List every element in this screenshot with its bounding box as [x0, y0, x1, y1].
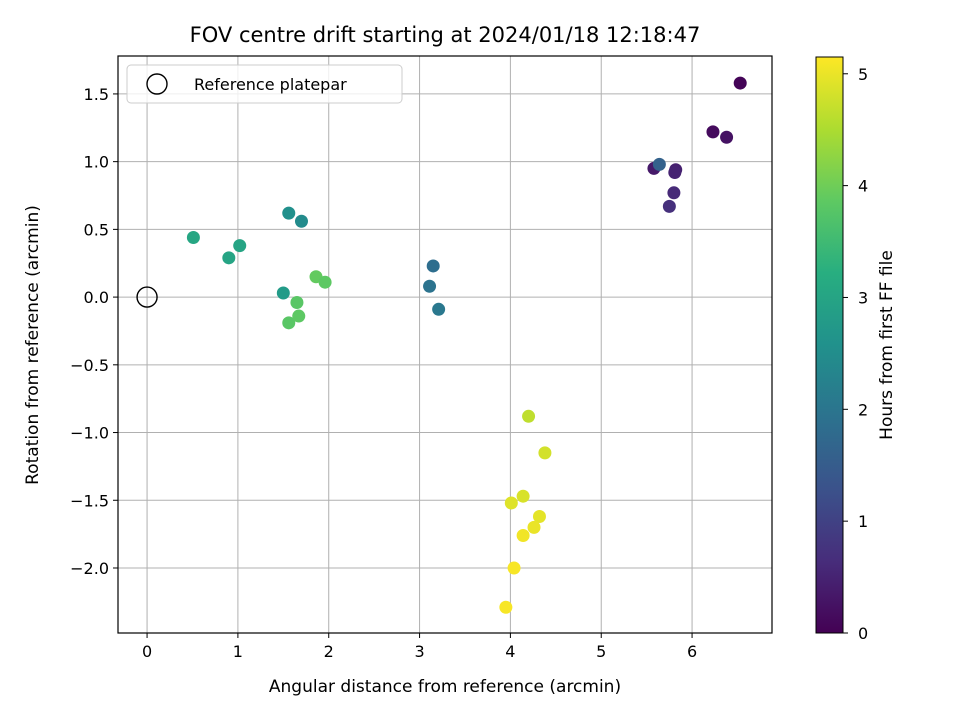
y-tick-label: 1.0: [84, 153, 109, 172]
x-tick-label: 0: [142, 642, 152, 661]
data-point: [423, 279, 437, 293]
data-point: [516, 528, 530, 542]
colorbar-tick-label: 1: [858, 512, 868, 531]
y-tick-label: 0.0: [84, 288, 109, 307]
data-point: [507, 561, 521, 575]
legend-box: [126, 64, 403, 104]
data-point: [706, 125, 720, 139]
data-point: [233, 239, 247, 253]
y-tick-label: −1.0: [70, 424, 109, 443]
data-point: [538, 446, 552, 460]
data-point: [186, 230, 200, 244]
data-point: [276, 286, 290, 300]
x-tick-label: 2: [324, 642, 334, 661]
data-point: [720, 130, 734, 144]
reference-marker-group: [136, 286, 158, 308]
x-tick-label: 4: [505, 642, 515, 661]
data-point: [499, 600, 513, 614]
reference-point-marker: [136, 286, 158, 308]
y-tick-label: −1.5: [70, 491, 109, 510]
x-tick-label: 6: [687, 642, 697, 661]
x-axis-label: Angular distance from reference (arcmin): [269, 677, 621, 697]
colorbar-label: Hours from first FF file: [877, 250, 897, 440]
data-point: [318, 275, 332, 289]
y-tick-label: 1.5: [84, 85, 109, 104]
colorbar-ticks: 0 1 2 3 4 5: [843, 65, 868, 643]
x-axis: 0 1 2 3 4 5 6: [142, 633, 697, 661]
colorbar: 0 1 2 3 4 5 Hours from first FF file: [815, 56, 897, 643]
colorbar-tick-label: 2: [858, 400, 868, 419]
data-point: [290, 296, 304, 310]
plot-frame: [117, 55, 773, 634]
data-points: [186, 76, 747, 614]
y-axis: −2.0 −1.5 −1.0 −0.5 0.0 0.5 1.0 1.5: [70, 85, 118, 578]
data-point: [522, 409, 536, 423]
x-tick-label: 1: [233, 642, 243, 661]
x-tick-label: 3: [414, 642, 424, 661]
colorbar-tick-label: 3: [858, 288, 868, 307]
data-point: [432, 302, 446, 316]
data-point: [532, 510, 546, 524]
colorbar-gradient: [815, 56, 844, 634]
colorbar-tick-label: 0: [858, 624, 868, 643]
data-point: [504, 496, 518, 510]
data-point: [516, 489, 530, 503]
data-point: [282, 206, 296, 220]
data-point: [292, 309, 306, 323]
x-tick-label: 5: [596, 642, 606, 661]
y-tick-label: 0.5: [84, 220, 109, 239]
y-axis-label: Rotation from reference (arcmin): [23, 205, 43, 485]
data-point: [667, 186, 681, 200]
legend: Reference platepar: [126, 64, 403, 104]
chart-title: FOV centre drift starting at 2024/01/18 …: [190, 23, 701, 47]
data-point: [652, 157, 666, 171]
colorbar-tick-label: 5: [858, 65, 868, 84]
y-tick-label: −0.5: [70, 356, 109, 375]
data-point: [294, 214, 308, 228]
data-point: [668, 165, 682, 179]
data-point: [222, 251, 236, 265]
colorbar-tick-label: 4: [858, 177, 868, 196]
data-point: [282, 316, 296, 330]
data-point: [527, 520, 541, 534]
data-point: [733, 76, 747, 90]
grid: [118, 56, 772, 633]
legend-entry: Reference platepar: [194, 75, 347, 94]
y-tick-label: −2.0: [70, 559, 109, 578]
data-point: [662, 199, 676, 213]
legend-marker: [146, 73, 168, 95]
data-point: [426, 259, 440, 273]
